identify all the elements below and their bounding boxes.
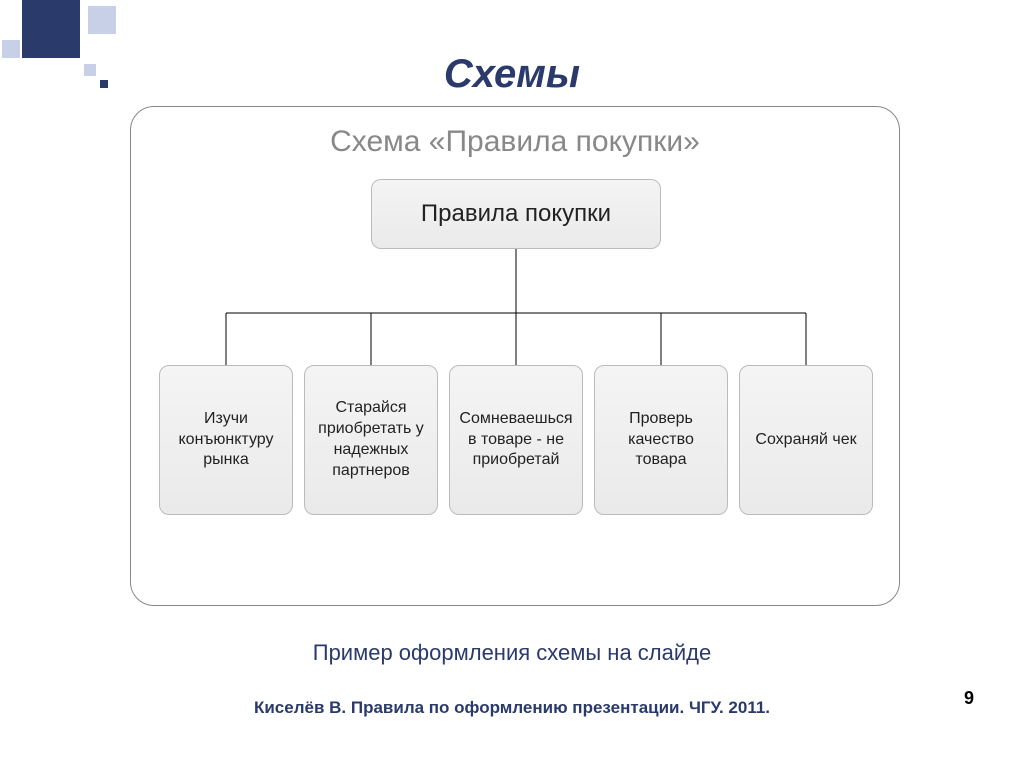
tree-child-node: Старайся приобретать у надежных партнеро… xyxy=(304,365,438,515)
tree-child-label: Изучи конъюнктуру рынка xyxy=(166,409,286,471)
tree-root-label: Правила покупки xyxy=(421,200,611,228)
slide-footer: Киселёв В. Правила по оформлению презент… xyxy=(0,698,1024,718)
tree-root-node: Правила покупки xyxy=(371,179,661,249)
diagram-frame: Схема «Правила покупки» Правила покупки … xyxy=(130,106,900,606)
deco-square xyxy=(88,6,116,34)
tree-child-label: Проверь качество товара xyxy=(601,409,721,471)
tree-children-row: Изучи конъюнктуру рынка Старайся приобре… xyxy=(159,365,873,515)
tree-child-node: Сохраняй чек xyxy=(739,365,873,515)
slide-title: Схемы xyxy=(0,52,1024,97)
slide-caption: Пример оформления схемы на слайде xyxy=(0,640,1024,666)
tree-child-node: Сомневаешься в товаре - не приобретай xyxy=(449,365,583,515)
deco-square xyxy=(22,0,80,58)
diagram-title: Схема «Правила покупки» xyxy=(131,125,899,159)
page-number: 9 xyxy=(964,688,974,709)
tree-child-label: Сомневаешься в товаре - не приобретай xyxy=(456,409,576,471)
tree-child-node: Проверь качество товара xyxy=(594,365,728,515)
tree-child-node: Изучи конъюнктуру рынка xyxy=(159,365,293,515)
tree-child-label: Сохраняй чек xyxy=(755,430,856,451)
tree-child-label: Старайся приобретать у надежных партнеро… xyxy=(311,398,431,481)
